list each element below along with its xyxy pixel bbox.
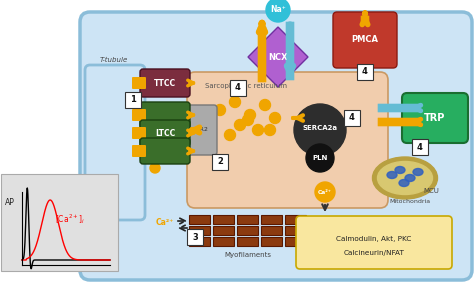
Text: NCX: NCX <box>268 52 288 62</box>
Text: 4: 4 <box>235 84 241 93</box>
FancyBboxPatch shape <box>258 27 266 82</box>
FancyBboxPatch shape <box>212 154 228 170</box>
Text: Sarcoplasmic reticulum: Sarcoplasmic reticulum <box>205 83 287 89</box>
FancyBboxPatch shape <box>213 237 235 245</box>
FancyBboxPatch shape <box>140 120 190 146</box>
FancyBboxPatch shape <box>132 145 146 157</box>
Circle shape <box>150 163 160 173</box>
FancyBboxPatch shape <box>190 225 210 235</box>
Text: Calmodulin, Akt, PKC: Calmodulin, Akt, PKC <box>337 236 412 242</box>
FancyBboxPatch shape <box>378 118 420 126</box>
FancyBboxPatch shape <box>230 80 246 96</box>
Circle shape <box>315 182 335 202</box>
Text: SERCA2a: SERCA2a <box>302 125 337 131</box>
FancyBboxPatch shape <box>285 225 307 235</box>
FancyBboxPatch shape <box>262 225 283 235</box>
Ellipse shape <box>395 166 405 174</box>
Text: 3: 3 <box>192 233 198 241</box>
FancyBboxPatch shape <box>237 215 258 223</box>
FancyBboxPatch shape <box>132 109 146 121</box>
Circle shape <box>245 109 255 121</box>
Text: 4: 4 <box>349 113 355 123</box>
FancyBboxPatch shape <box>333 12 397 68</box>
Circle shape <box>235 119 246 131</box>
FancyBboxPatch shape <box>140 102 190 128</box>
FancyBboxPatch shape <box>378 104 420 112</box>
Text: TRP: TRP <box>424 113 446 123</box>
Text: Myofilaments: Myofilaments <box>225 252 272 258</box>
Circle shape <box>215 105 226 115</box>
Ellipse shape <box>399 180 409 186</box>
Circle shape <box>153 135 163 145</box>
Polygon shape <box>248 27 308 87</box>
Circle shape <box>253 125 264 135</box>
FancyBboxPatch shape <box>361 16 369 24</box>
Ellipse shape <box>373 157 438 199</box>
Text: [Ca$^{2+}$]$_i$: [Ca$^{2+}$]$_i$ <box>55 211 85 225</box>
Text: RyR2: RyR2 <box>192 127 208 133</box>
Circle shape <box>153 107 163 117</box>
FancyBboxPatch shape <box>132 127 146 139</box>
Circle shape <box>270 113 281 123</box>
Circle shape <box>229 97 240 107</box>
FancyBboxPatch shape <box>85 65 145 220</box>
Circle shape <box>259 99 271 111</box>
Ellipse shape <box>377 162 432 194</box>
FancyBboxPatch shape <box>183 105 217 155</box>
Circle shape <box>163 120 173 130</box>
Text: T-tubule: T-tubule <box>100 57 128 63</box>
FancyBboxPatch shape <box>190 237 210 245</box>
Text: AP: AP <box>5 198 15 207</box>
FancyBboxPatch shape <box>285 215 307 223</box>
Circle shape <box>294 104 346 156</box>
Text: Calcineurin/NFAT: Calcineurin/NFAT <box>344 250 404 256</box>
Circle shape <box>266 0 290 22</box>
FancyBboxPatch shape <box>357 64 373 80</box>
FancyBboxPatch shape <box>187 72 388 208</box>
Text: Ca²⁺: Ca²⁺ <box>156 218 174 227</box>
FancyBboxPatch shape <box>140 69 190 97</box>
Circle shape <box>243 115 254 125</box>
Text: TTCC: TTCC <box>154 78 176 87</box>
FancyBboxPatch shape <box>262 215 283 223</box>
Text: 1: 1 <box>130 95 136 105</box>
FancyBboxPatch shape <box>402 93 468 143</box>
FancyBboxPatch shape <box>285 237 307 245</box>
Text: PMCA: PMCA <box>352 36 379 44</box>
Ellipse shape <box>387 172 397 178</box>
FancyBboxPatch shape <box>237 237 258 245</box>
FancyBboxPatch shape <box>140 138 190 164</box>
FancyBboxPatch shape <box>262 237 283 245</box>
Text: PLN: PLN <box>312 155 328 161</box>
Text: Ca²⁺: Ca²⁺ <box>318 190 332 194</box>
FancyBboxPatch shape <box>132 77 146 89</box>
FancyBboxPatch shape <box>296 216 452 269</box>
FancyBboxPatch shape <box>125 92 141 108</box>
FancyBboxPatch shape <box>286 22 294 80</box>
Text: Na⁺: Na⁺ <box>270 5 286 15</box>
Text: 4: 4 <box>417 142 423 152</box>
FancyBboxPatch shape <box>213 215 235 223</box>
FancyBboxPatch shape <box>80 12 472 280</box>
Text: 2: 2 <box>217 158 223 166</box>
Text: 4: 4 <box>362 68 368 76</box>
FancyBboxPatch shape <box>1 174 118 271</box>
FancyBboxPatch shape <box>412 139 428 155</box>
FancyBboxPatch shape <box>187 229 203 245</box>
Circle shape <box>165 150 175 160</box>
FancyBboxPatch shape <box>344 110 360 126</box>
Circle shape <box>264 125 275 135</box>
Circle shape <box>306 144 334 172</box>
FancyBboxPatch shape <box>237 225 258 235</box>
FancyBboxPatch shape <box>213 225 235 235</box>
Text: Mitochondria: Mitochondria <box>390 199 430 204</box>
Circle shape <box>157 130 167 140</box>
Circle shape <box>225 129 236 141</box>
Text: MCU: MCU <box>423 188 439 194</box>
Text: LTCC: LTCC <box>155 129 175 137</box>
Ellipse shape <box>413 168 423 176</box>
FancyBboxPatch shape <box>190 215 210 223</box>
Ellipse shape <box>405 174 415 182</box>
